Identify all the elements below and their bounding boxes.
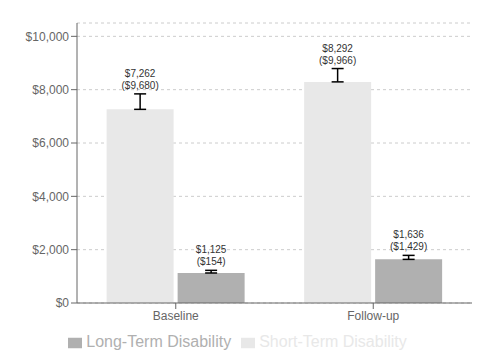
svg-text:$10,000: $10,000 <box>26 30 70 44</box>
svg-text:$6,000: $6,000 <box>32 136 69 150</box>
svg-text:$1,125($154): $1,125($154) <box>196 244 227 267</box>
svg-text:Follow-up: Follow-up <box>347 309 399 323</box>
svg-text:$1,636($1,429): $1,636($1,429) <box>390 229 427 252</box>
svg-text:$2,000: $2,000 <box>32 243 69 257</box>
html-text:Long-Term Disability: Long-Term Disability <box>86 333 232 350</box>
svg-text:Baseline: Baseline <box>153 309 199 323</box>
svg-text:$4,000: $4,000 <box>32 190 69 204</box>
svg-text:$8,292($9,966): $8,292($9,966) <box>319 43 356 66</box>
html-text:Short-Term Disability: Short-Term Disability <box>259 333 407 350</box>
svg-text:$8,000: $8,000 <box>32 83 69 97</box>
svg-text:$0: $0 <box>56 296 70 310</box>
svg-text:$7,262($9,680): $7,262($9,680) <box>122 68 159 91</box>
